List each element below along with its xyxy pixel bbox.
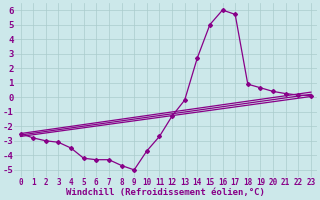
- X-axis label: Windchill (Refroidissement éolien,°C): Windchill (Refroidissement éolien,°C): [66, 188, 265, 197]
